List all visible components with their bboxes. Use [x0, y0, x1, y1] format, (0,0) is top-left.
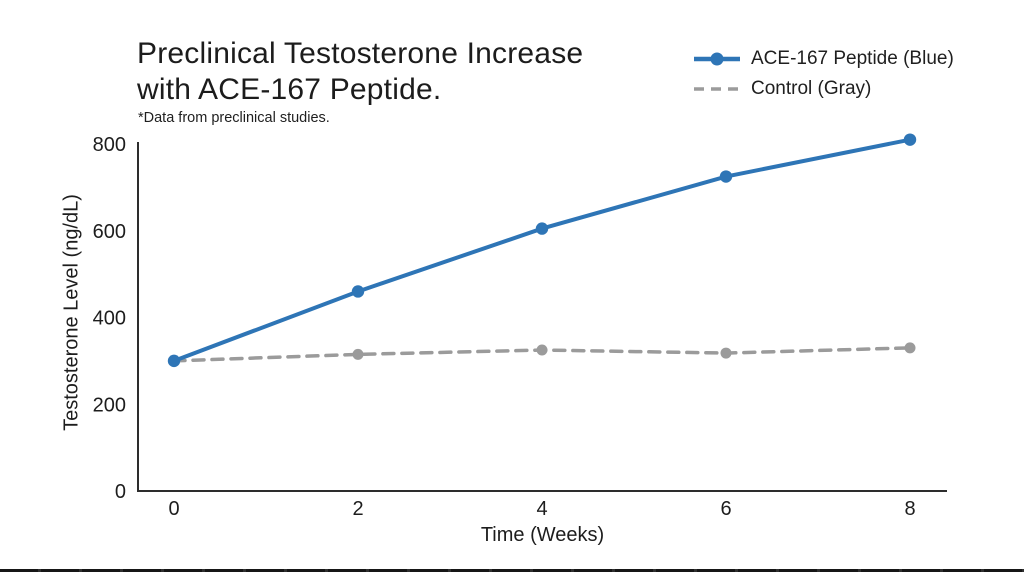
chart-footnote: *Data from preclinical studies. — [138, 110, 330, 126]
data-point-marker-ace-167-peptide-blue — [903, 133, 917, 146]
x-tick-label: 6 — [720, 498, 731, 520]
y-tick-label: 400 — [93, 308, 126, 330]
legend-solid-line-marker-icon — [694, 52, 740, 65]
data-point-marker-control-gray — [536, 344, 548, 356]
data-point-marker-ace-167-peptide-blue — [719, 170, 733, 183]
chart-title-line2: with ACE-167 Peptide. — [137, 73, 442, 106]
series-line-ace-167-peptide-blue — [172, 137, 912, 363]
y-tick-label: 600 — [93, 221, 126, 243]
data-point-marker-ace-167-peptide-blue — [535, 222, 549, 235]
legend-item-ace-167: ACE-167 Peptide (Blue) — [692, 45, 954, 72]
x-tick-label: 0 — [168, 498, 179, 520]
data-point-marker-control-gray — [904, 342, 916, 354]
data-point-marker-ace-167-peptide-blue — [167, 354, 181, 368]
y-axis-title: Testosterone Level (ng/dL) — [60, 194, 83, 431]
legend-item-control: Control (Gray) — [692, 75, 954, 102]
x-tick-label: 8 — [904, 498, 915, 520]
y-tick-label: 200 — [93, 394, 126, 416]
y-tick-label: 800 — [93, 134, 126, 156]
legend-label-ace-167: ACE-167 Peptide (Blue) — [751, 47, 954, 69]
x-tick-label: 2 — [352, 498, 363, 520]
legend: ACE-167 Peptide (Blue) Control (Gray) — [692, 45, 954, 102]
data-point-marker-control-gray — [352, 348, 364, 360]
y-tick-label: 0 — [115, 481, 126, 503]
legend-label-control: Control (Gray) — [751, 77, 872, 99]
data-point-marker-control-gray — [720, 347, 732, 359]
x-tick-label: 4 — [536, 498, 547, 520]
data-point-marker-ace-167-peptide-blue — [351, 285, 365, 298]
bottom-edge-strip — [0, 569, 1024, 572]
legend-dashed-line-icon — [694, 86, 739, 91]
chart-title-line1: Preclinical Testosterone Increase — [137, 37, 584, 70]
chart-title: Preclinical Testosterone Increase with A… — [137, 36, 583, 108]
x-axis-title: Time (Weeks) — [480, 524, 605, 546]
